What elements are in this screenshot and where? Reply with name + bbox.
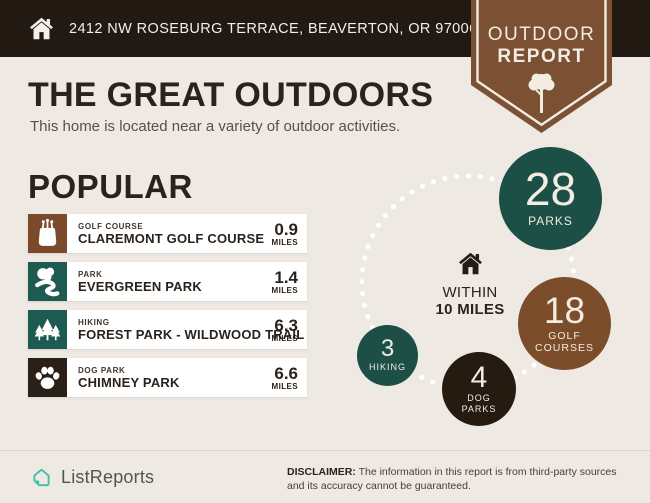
stat-bubble-golf-courses: 18 GOLF COURSES xyxy=(518,277,611,370)
radius-center: WITHIN 10 MILES xyxy=(420,250,520,318)
stat-value: 28 xyxy=(524,163,577,216)
distance-unit: MILES xyxy=(271,381,298,391)
badge-line1: OUTDOOR xyxy=(487,24,596,45)
distance-value: 6.6 xyxy=(274,363,298,383)
tree-icon xyxy=(528,73,555,113)
disclaimer-label: DISCLAIMER: xyxy=(287,466,356,478)
stat-label: HIKING xyxy=(368,362,406,373)
stat-bubble-parks: 28 PARKS xyxy=(499,147,602,250)
distance-unit: MILES xyxy=(271,333,298,343)
item-category: PARK xyxy=(78,269,103,279)
list-item-dog-park: DOG PARK CHIMNEY PARK 6.6 MILES xyxy=(28,358,307,397)
outdoor-report-badge: OUTDOOR REPORT xyxy=(471,0,612,136)
stat-label: PARKS xyxy=(528,213,573,228)
item-category: DOG PARK xyxy=(78,365,126,375)
stat-bubble-hiking: 3 HIKING xyxy=(357,325,418,386)
item-name: EVERGREEN PARK xyxy=(78,278,202,294)
list-item-text: GOLF COURSE CLAREMONT GOLF COURSE xyxy=(67,214,272,253)
list-item-text: DOG PARK CHIMNEY PARK xyxy=(67,358,272,397)
stat-value: 3 xyxy=(380,335,395,363)
property-address: 2412 NW ROSEBURG TERRACE, BEAVERTON, OR … xyxy=(69,20,478,37)
item-distance: 1.4 MILES xyxy=(272,262,307,301)
badge-shape xyxy=(471,0,612,133)
item-distance: 0.9 MILES xyxy=(272,214,307,253)
home-icon xyxy=(458,252,482,275)
list-item-park: PARK EVERGREEN PARK 1.4 MILES xyxy=(28,262,307,301)
item-category: GOLF COURSE xyxy=(78,221,144,231)
item-name: FOREST PARK - WILDWOOD TRAIL xyxy=(78,326,305,342)
radius-line2: 10 MILES xyxy=(435,301,505,318)
footer: ListReports DISCLAIMER: The information … xyxy=(0,450,650,503)
page-subtitle: This home is located near a variety of o… xyxy=(30,118,401,135)
badge-line2: REPORT xyxy=(497,46,586,67)
item-distance: 6.3 MILES xyxy=(272,310,307,349)
distance-value: 0.9 xyxy=(274,219,298,239)
stat-label: GOLF COURSES xyxy=(535,330,594,355)
page-title: THE GREAT OUTDOORS xyxy=(28,76,434,114)
listreports-house-icon xyxy=(33,468,50,486)
distance-unit: MILES xyxy=(271,237,298,247)
disclaimer-text: The information in this report is from t… xyxy=(287,466,617,493)
stat-label: DOG PARKS xyxy=(461,393,497,414)
brand-name: ListReports xyxy=(61,466,155,487)
stat-value: 18 xyxy=(543,289,586,331)
radius-line1: WITHIN xyxy=(442,284,498,301)
popular-heading: POPULAR xyxy=(28,168,193,205)
stat-value: 4 xyxy=(470,360,488,394)
paw-icon xyxy=(28,358,67,397)
distance-value: 6.3 xyxy=(274,315,298,335)
listreports-logo: ListReports xyxy=(30,466,154,489)
list-item-hiking: HIKING FOREST PARK - WILDWOOD TRAIL 6.3 … xyxy=(28,310,307,349)
item-name: CHIMNEY PARK xyxy=(78,374,180,390)
popular-list: GOLF COURSE CLAREMONT GOLF COURSE 0.9 MI… xyxy=(28,214,307,406)
distance-value: 1.4 xyxy=(274,267,298,287)
park-tree-icon xyxy=(28,262,67,301)
disclaimer: DISCLAIMER: The information in this repo… xyxy=(287,465,635,493)
home-icon xyxy=(30,17,53,40)
distance-unit: MILES xyxy=(271,285,298,295)
golf-bag-icon xyxy=(28,214,67,253)
stat-bubble-dog-parks: 4 DOG PARKS xyxy=(442,352,516,426)
pine-trees-icon xyxy=(28,310,67,349)
list-item-text: PARK EVERGREEN PARK xyxy=(67,262,272,301)
item-category: HIKING xyxy=(78,317,110,327)
list-item-golf-course: GOLF COURSE CLAREMONT GOLF COURSE 0.9 MI… xyxy=(28,214,307,253)
list-item-text: HIKING FOREST PARK - WILDWOOD TRAIL xyxy=(67,310,305,349)
item-distance: 6.6 MILES xyxy=(272,358,307,397)
item-name: CLAREMONT GOLF COURSE xyxy=(78,230,265,246)
